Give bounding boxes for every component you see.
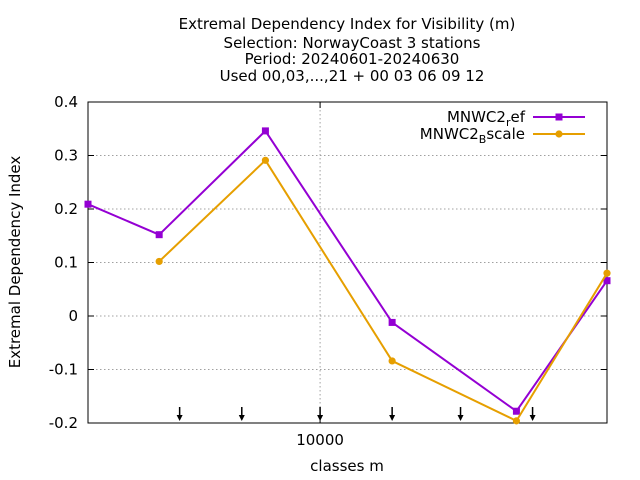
class-arrows	[176, 407, 536, 421]
x-tick-label: 10000	[296, 431, 344, 449]
data-point	[261, 156, 270, 164]
data-point	[155, 231, 163, 239]
data-point	[84, 200, 92, 208]
chart-title-line-2: Selection: NorwayCoast 3 stations	[224, 34, 481, 52]
x-axis-label: classes m	[310, 457, 384, 475]
data-point	[603, 277, 611, 285]
y-tick-label: -0.1	[49, 361, 78, 379]
chart-title: Extremal Dependency Index for Visibility…	[179, 15, 516, 85]
grid	[88, 102, 607, 423]
y-tick-label: 0.2	[54, 200, 78, 218]
class-arrow-marker	[389, 407, 396, 421]
legend-entry-2: MNWC2Bscale	[420, 125, 585, 146]
legend-label: MNWC2Bscale	[420, 125, 525, 146]
y-axis-label: Extremal Dependency Index	[6, 156, 24, 369]
series-1	[84, 127, 611, 415]
chart-title-line-1: Extremal Dependency Index for Visibility…	[179, 15, 516, 33]
legend-label: MNWC2ref	[447, 108, 526, 129]
plot-frame	[87, 101, 608, 424]
y-tick-label: 0	[68, 307, 78, 325]
series-2	[155, 156, 611, 425]
data-point	[512, 417, 521, 425]
data-point	[555, 130, 563, 138]
y-axis-tick-labels: -0.2 -0.1 0 0.1 0.2 0.3 0.4	[49, 93, 78, 432]
y-tick-label: 0.4	[54, 93, 78, 111]
chart-title-line-4: Used 00,03,...,21 + 00 03 06 09 12	[220, 67, 485, 85]
series-line	[87, 129, 608, 413]
data-point	[261, 127, 269, 135]
data-point	[555, 113, 563, 121]
series-line	[158, 159, 608, 422]
class-arrow-marker	[176, 407, 183, 421]
class-arrow-marker	[529, 407, 536, 421]
data-point	[155, 257, 163, 266]
legend-entry-1: MNWC2ref	[447, 108, 585, 129]
data-point	[512, 407, 520, 415]
series	[84, 127, 611, 425]
data-point	[603, 269, 611, 277]
class-arrow-marker	[238, 407, 245, 421]
y-tick-label: 0.3	[54, 147, 78, 165]
x-axis-tick-labels: 10000	[296, 431, 344, 449]
class-arrow-marker	[457, 407, 464, 421]
data-point	[388, 318, 396, 326]
y-tick-label: -0.2	[49, 414, 78, 432]
data-point	[388, 357, 396, 365]
y-tick-label: 0.1	[54, 254, 78, 272]
chart-title-line-3: Period: 20240601-20240630	[245, 50, 460, 68]
class-arrow-marker	[317, 407, 324, 421]
